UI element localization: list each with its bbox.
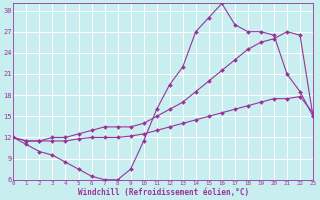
X-axis label: Windchill (Refroidissement éolien,°C): Windchill (Refroidissement éolien,°C): [78, 188, 249, 197]
